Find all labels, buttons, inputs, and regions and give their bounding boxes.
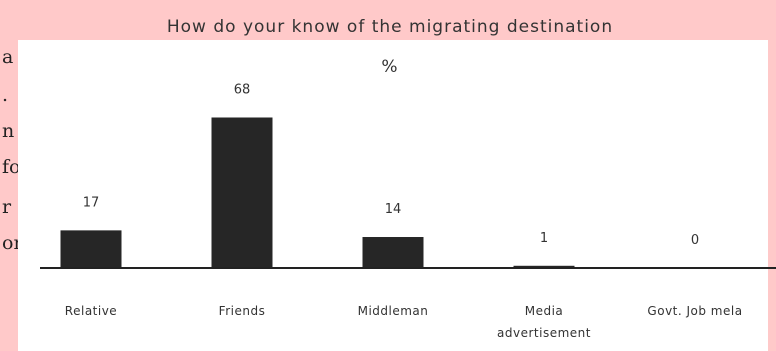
bar-3: [362, 237, 424, 268]
data-label: 17: [83, 195, 100, 210]
category-label: Middleman: [358, 304, 429, 318]
data-label: 68: [234, 82, 251, 97]
data-label: 14: [385, 202, 402, 217]
category-label: advertisement: [497, 326, 591, 340]
bar-1: [60, 230, 122, 268]
bar-2: [211, 117, 273, 268]
chart-subtitle: %: [381, 57, 398, 77]
background-text-fragment: n: [2, 120, 15, 142]
category-label: Media: [525, 304, 564, 318]
data-label: 0: [691, 233, 699, 248]
bar-4: [513, 265, 575, 268]
background-text-fragment: .: [2, 84, 9, 106]
chart-panel: [18, 40, 768, 351]
category-label: Friends: [219, 304, 266, 318]
background-text-fragment: or: [2, 232, 23, 254]
background-text-fragment: fo: [2, 156, 21, 178]
background-text-fragment: a: [2, 46, 14, 68]
category-label: Relative: [65, 304, 117, 318]
data-label: 1: [540, 231, 548, 246]
chart-title: How do your know of the migrating destin…: [167, 17, 613, 37]
background-text-fragment: r: [2, 196, 12, 218]
category-label: Govt. Job mela: [647, 304, 742, 318]
